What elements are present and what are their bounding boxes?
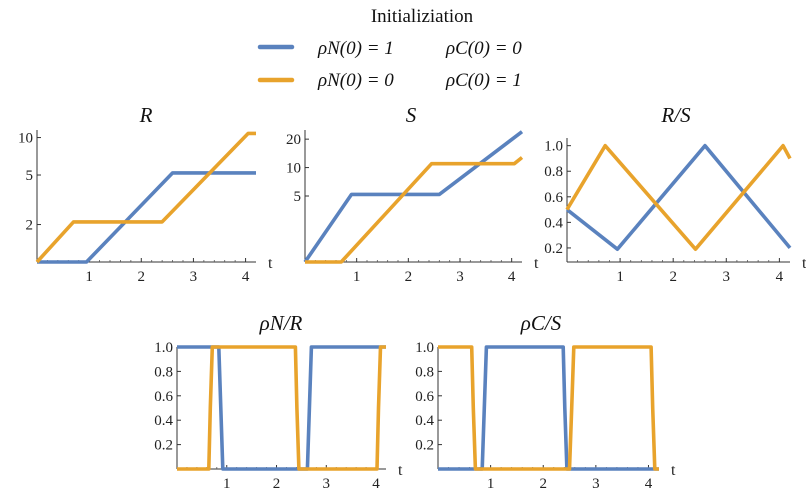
series-line-1 (35, 131, 256, 264)
legend-label-orange-a: ρN(0) = 0 (317, 70, 394, 91)
y-tick-label: 0.2 (154, 438, 173, 454)
panel-title: S (406, 103, 417, 127)
series-line-0 (303, 130, 524, 264)
x-tick-label: 3 (723, 269, 731, 285)
panel-rhoC-over-S: ρC/S 1 2 3 4 t 0.2 0.4 0.6 0.8 1.0 (415, 311, 676, 492)
y-tick-label: 0.4 (544, 215, 563, 231)
panel-R: R 1 2 3 4 t 2 5 10 (18, 103, 273, 285)
panel-S: S 1 2 3 4 t 5 10 20 (286, 103, 539, 285)
x-tick-label: 2 (539, 476, 547, 492)
series-line-1 (565, 143, 792, 251)
panel-title: ρN/R (259, 311, 303, 335)
x-tick-label: 4 (242, 269, 250, 285)
y-tick-label: 5 (26, 168, 34, 184)
y-tick-label: 0.8 (544, 164, 563, 180)
x-axis-label: t (802, 255, 806, 272)
y-tick-label: 0.6 (154, 389, 173, 405)
legend-label-blue-a: ρN(0) = 1 (317, 38, 394, 59)
y-tick-label: 5 (294, 189, 302, 205)
x-tick-label: 3 (592, 476, 600, 492)
y-tick-label: 2 (26, 218, 34, 234)
y-tick-label: 0.8 (415, 364, 434, 380)
x-axis-label: t (671, 462, 676, 479)
series-line-1 (305, 156, 524, 264)
y-tick-label: 1.0 (544, 139, 563, 155)
y-tick-label: 20 (286, 132, 301, 148)
y-tick-label: 0.6 (415, 389, 434, 405)
panel-title: ρC/S (520, 311, 562, 335)
panel-rhoN-over-R: ρN/R 1 2 3 4 t 0.2 0.4 0.6 0.8 1.0 (154, 311, 403, 492)
legend-title: Initializiation (371, 6, 474, 27)
x-tick-label: 4 (645, 476, 653, 492)
panel-title: R/S (660, 103, 691, 127)
x-tick-label: 2 (669, 269, 677, 285)
x-tick-label: 3 (190, 269, 198, 285)
series-line-1 (438, 345, 659, 471)
series-line-0 (37, 171, 256, 264)
y-tick-label: 10 (18, 131, 33, 147)
y-tick-label: 1.0 (415, 340, 434, 356)
x-tick-label: 4 (776, 269, 784, 285)
x-tick-label: 1 (85, 269, 93, 285)
x-tick-label: 3 (456, 269, 464, 285)
x-tick-label: 1 (616, 269, 624, 285)
y-tick-label: 0.6 (544, 190, 563, 206)
legend-label-blue-b: ρC(0) = 0 (445, 38, 522, 59)
x-axis-label: t (268, 255, 273, 272)
y-tick-label: 1.0 (154, 340, 173, 356)
x-tick-label: 2 (405, 269, 413, 285)
x-axis-label: t (398, 462, 403, 479)
x-tick-label: 1 (223, 476, 231, 492)
x-tick-label: 2 (138, 269, 146, 285)
x-tick-label: 1 (353, 269, 361, 285)
y-tick-label: 10 (286, 161, 301, 177)
panel-title: R (139, 103, 153, 127)
y-tick-label: 0.4 (415, 413, 434, 429)
x-tick-label: 2 (273, 476, 281, 492)
series-line-0 (438, 345, 659, 471)
x-tick-label: 1 (487, 476, 495, 492)
x-axis-label: t (534, 255, 539, 272)
y-tick-label: 0.2 (415, 438, 434, 454)
panel-R-over-S: R/S 1 2 3 4 t 0.2 0.4 0.6 0.8 1.0 (544, 103, 806, 285)
x-tick-label: 4 (372, 476, 380, 492)
y-tick-label: 0.8 (154, 364, 173, 380)
y-tick-label: 0.2 (544, 241, 563, 257)
series-line-0 (565, 143, 792, 251)
series-line-1 (177, 345, 386, 471)
legend: Initializiation ρN(0) = 1 ρC(0) = 0 ρN(0… (257, 6, 522, 91)
x-tick-label: 4 (508, 269, 516, 285)
series-line-0 (177, 345, 386, 471)
y-tick-label: 0.4 (154, 413, 173, 429)
x-tick-label: 3 (323, 476, 331, 492)
legend-label-orange-b: ρC(0) = 1 (445, 70, 522, 91)
